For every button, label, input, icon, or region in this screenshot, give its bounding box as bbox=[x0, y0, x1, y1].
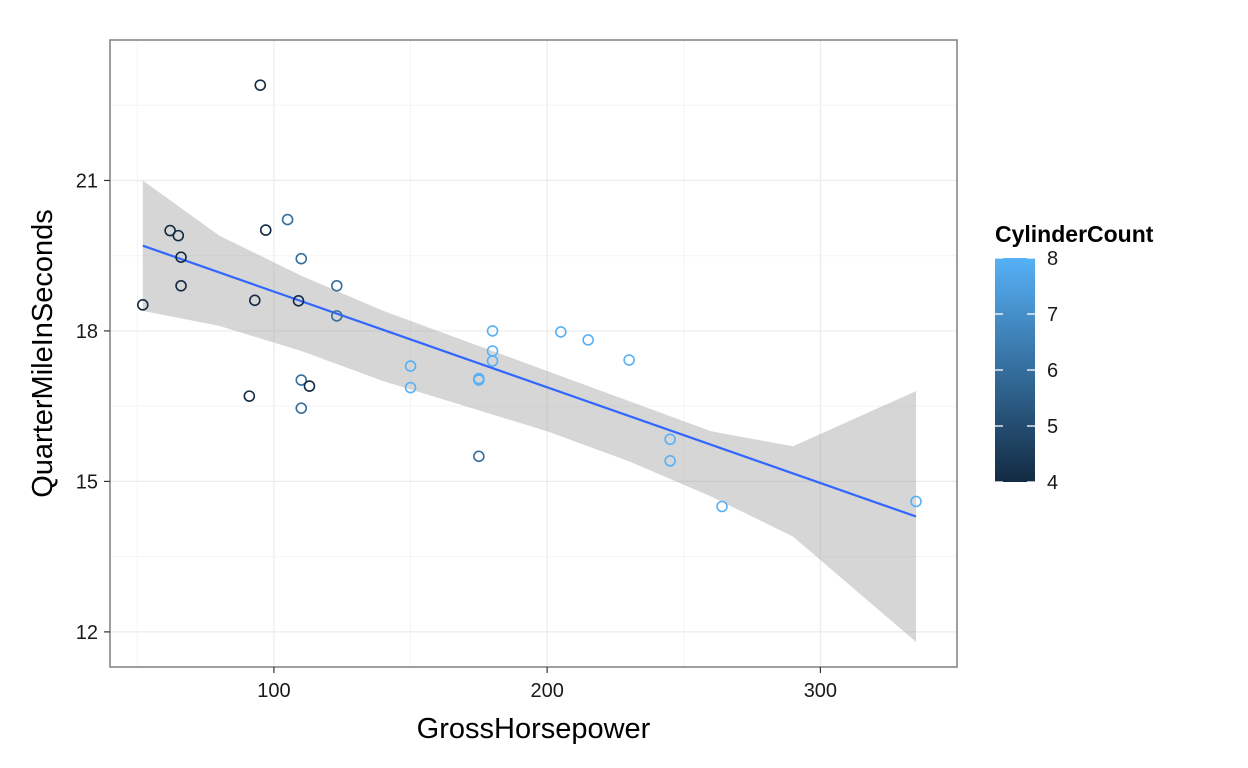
trend-line bbox=[142, 244, 917, 518]
data-point bbox=[249, 294, 261, 307]
data-point bbox=[281, 213, 294, 226]
data-point bbox=[175, 279, 187, 292]
data-point bbox=[243, 390, 256, 402]
legend-tick-label: 7 bbox=[1047, 304, 1058, 326]
plot-panel bbox=[110, 40, 957, 667]
y-axis-title: QuarterMileInSeconds bbox=[27, 209, 59, 498]
data-point bbox=[295, 252, 308, 265]
data-point bbox=[136, 299, 149, 311]
data-point bbox=[330, 279, 343, 292]
y-tick-label: 21 bbox=[76, 170, 98, 192]
x-tick-label: 200 bbox=[530, 680, 563, 702]
x-axis-title: GrossHorsepower bbox=[417, 713, 651, 745]
data-points bbox=[136, 79, 922, 513]
data-point bbox=[910, 495, 922, 508]
legend-tick-label: 8 bbox=[1047, 248, 1058, 270]
data-point bbox=[175, 251, 187, 263]
data-point bbox=[486, 345, 499, 357]
x-tick-label: 300 bbox=[804, 680, 837, 702]
data-point bbox=[555, 326, 567, 338]
data-point bbox=[259, 224, 272, 236]
data-point bbox=[582, 334, 594, 346]
x-axis-ticks: 100 200 300 bbox=[257, 667, 837, 702]
data-point bbox=[664, 455, 676, 467]
x-tick-label: 100 bbox=[257, 680, 290, 702]
legend-title: CylinderCount bbox=[995, 221, 1154, 247]
y-axis-ticks: 12 15 18 21 bbox=[76, 170, 110, 644]
data-point bbox=[716, 500, 728, 513]
y-tick-label: 12 bbox=[76, 622, 98, 644]
legend-tick-label: 6 bbox=[1047, 360, 1058, 382]
legend-tick-label: 5 bbox=[1047, 416, 1058, 438]
data-point bbox=[295, 374, 308, 386]
legend-ticks: 4 5 6 7 8 bbox=[995, 248, 1058, 494]
y-tick-label: 15 bbox=[76, 471, 98, 493]
data-point bbox=[473, 450, 485, 463]
data-point bbox=[473, 372, 485, 385]
y-tick-label: 18 bbox=[76, 321, 98, 343]
data-point bbox=[295, 402, 308, 414]
plot-border bbox=[109, 39, 958, 668]
data-point bbox=[486, 325, 499, 337]
data-point bbox=[404, 360, 417, 372]
data-point bbox=[303, 380, 316, 392]
confidence-band bbox=[142, 180, 917, 642]
data-point bbox=[254, 79, 267, 91]
data-point bbox=[664, 433, 676, 446]
legend: CylinderCount 4 5 6 7 8 bbox=[995, 221, 1154, 494]
data-point bbox=[172, 229, 185, 242]
legend-tick-label: 4 bbox=[1047, 472, 1058, 494]
data-point bbox=[330, 310, 343, 322]
data-point bbox=[623, 354, 635, 366]
data-point bbox=[404, 381, 417, 394]
data-point bbox=[292, 295, 305, 307]
data-point bbox=[164, 224, 176, 237]
